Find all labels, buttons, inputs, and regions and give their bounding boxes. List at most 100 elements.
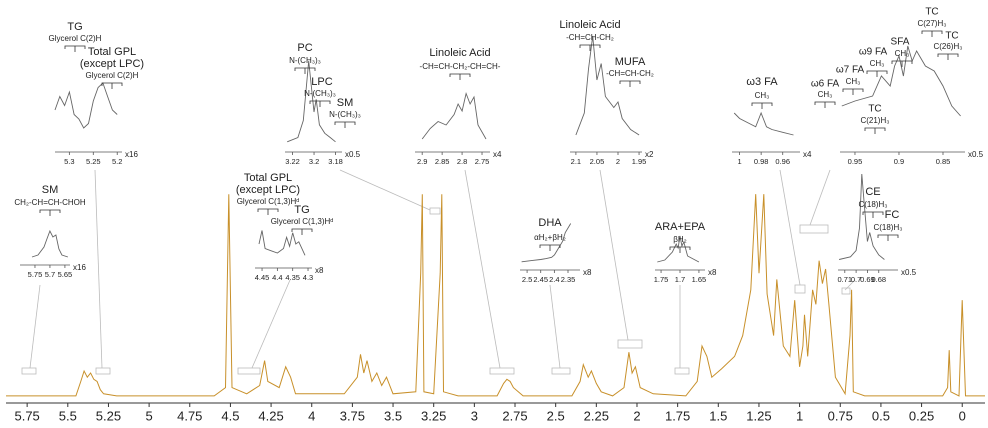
inset-tick-label: 3.22 bbox=[285, 157, 300, 166]
inset-label: LPC bbox=[311, 76, 332, 88]
x-tick-label: 3 bbox=[471, 408, 478, 423]
region-bracket bbox=[237, 367, 261, 375]
inset-scale: x2 bbox=[645, 150, 654, 159]
connector bbox=[464, 169, 501, 369]
inset-scale: x0.5 bbox=[968, 150, 984, 159]
inset-tick-label: 3.2 bbox=[309, 157, 319, 166]
inset-label: βH₂ bbox=[673, 235, 686, 244]
inset-tick-label: 1.65 bbox=[692, 275, 707, 284]
inset-tick-label: 2.75 bbox=[475, 157, 490, 166]
inset-label: N-(CH₃)₃ bbox=[289, 56, 321, 65]
inset-tick-label: 1.75 bbox=[654, 275, 669, 284]
inset-trace bbox=[31, 229, 69, 258]
x-tick-label: 4 bbox=[308, 408, 315, 423]
inset-tick-label: 0.95 bbox=[848, 157, 863, 166]
inset-tick-label: 5.7 bbox=[45, 270, 55, 279]
inset-scale: x0.5 bbox=[345, 150, 361, 159]
inset-label: SFA bbox=[891, 37, 910, 48]
label-bracket bbox=[579, 44, 601, 51]
inset-tick-label: 2.9 bbox=[417, 157, 427, 166]
label-bracket bbox=[877, 234, 899, 241]
x-tick-label: 4.75 bbox=[177, 408, 202, 423]
x-tick-label: 1 bbox=[796, 408, 803, 423]
inset-tick-label: 0.69 bbox=[860, 275, 875, 284]
inset-scale: x8 bbox=[708, 268, 717, 277]
label-bracket bbox=[294, 67, 316, 74]
inset-scale: x4 bbox=[493, 150, 502, 159]
inset-label: ω6 FA bbox=[811, 79, 840, 90]
x-tick-label: 4.5 bbox=[221, 408, 239, 423]
x-tick-label: 0.25 bbox=[909, 408, 934, 423]
inset-label: TC bbox=[945, 31, 958, 42]
region-bracket bbox=[551, 367, 571, 375]
inset-label: CH₃ bbox=[818, 90, 833, 99]
inset-tick-label: 0.98 bbox=[754, 157, 769, 166]
inset-trace bbox=[575, 35, 640, 136]
label-bracket bbox=[257, 208, 279, 215]
x-tick-label: 4.25 bbox=[258, 408, 283, 423]
inset-label: PC bbox=[297, 42, 312, 54]
inset-tick-label: 0.96 bbox=[775, 157, 790, 166]
inset-tick-label: 5.75 bbox=[28, 270, 43, 279]
inset-tick-label: 2.05 bbox=[590, 157, 605, 166]
inset-label: N-(CH₃)₃ bbox=[304, 89, 336, 98]
connector bbox=[94, 169, 103, 369]
inset-label: SM bbox=[42, 184, 59, 196]
inset-label: C(26)H₃ bbox=[933, 42, 962, 51]
inset-tick-label: 2.8 bbox=[457, 157, 467, 166]
inset-scale: x4 bbox=[803, 150, 812, 159]
inset-tick-label: 2.45 bbox=[533, 275, 548, 284]
inset-trace bbox=[287, 60, 336, 143]
label-bracket bbox=[866, 70, 888, 77]
inset-scale: x16 bbox=[73, 263, 86, 272]
inset-trace bbox=[258, 230, 306, 256]
region-bracket bbox=[794, 284, 806, 294]
inset-label: TC bbox=[868, 104, 881, 115]
region-bracket bbox=[617, 339, 643, 349]
label-bracket bbox=[921, 30, 943, 37]
inset-label: Total GPL bbox=[88, 46, 136, 58]
x-tick-label: 2.5 bbox=[547, 408, 565, 423]
inset-tick-label: 5.2 bbox=[112, 157, 122, 166]
region-bracket bbox=[841, 287, 851, 295]
inset-tick-label: 5.3 bbox=[64, 157, 74, 166]
region-bracket bbox=[429, 207, 441, 215]
connector bbox=[809, 169, 831, 226]
label-bracket bbox=[309, 100, 331, 107]
inset-label: FC bbox=[885, 209, 900, 221]
inset: 1 0.98 0.96 x4 ω3 FA CH₃ bbox=[732, 76, 812, 166]
inset-label: -CH=CH-CH₂ bbox=[606, 69, 654, 78]
x-tick-label: 1.5 bbox=[709, 408, 727, 423]
label-bracket bbox=[539, 244, 561, 251]
x-tick-label: 1.75 bbox=[665, 408, 690, 423]
inset-label: (except LPC) bbox=[80, 58, 144, 70]
inset-trace bbox=[521, 223, 572, 263]
region-bracket bbox=[21, 367, 37, 375]
inset-label: Linoleic Acid bbox=[559, 19, 620, 31]
inset-label: TC bbox=[925, 7, 938, 18]
inset-scale: x16 bbox=[125, 150, 138, 159]
inset-label: -CH=CH-CH₂-CH=CH- bbox=[420, 62, 501, 71]
label-bracket bbox=[101, 82, 123, 89]
inset-tick-label: 4.3 bbox=[303, 273, 313, 282]
connectors bbox=[21, 169, 856, 375]
inset-label: (except LPC) bbox=[236, 184, 300, 196]
inset-trace bbox=[838, 173, 885, 260]
x-tick-label: 3.75 bbox=[340, 408, 365, 423]
inset-label: ω9 FA bbox=[859, 47, 888, 58]
inset-label: CE bbox=[865, 186, 880, 198]
inset-tick-label: 5.25 bbox=[86, 157, 101, 166]
label-bracket bbox=[449, 73, 471, 80]
inset-tick-label: 3.18 bbox=[328, 157, 343, 166]
x-tick-label: 2 bbox=[633, 408, 640, 423]
inset-label: DHA bbox=[538, 217, 562, 229]
inset-scale: x8 bbox=[315, 266, 324, 275]
x-tick-label: 3.25 bbox=[421, 408, 446, 423]
